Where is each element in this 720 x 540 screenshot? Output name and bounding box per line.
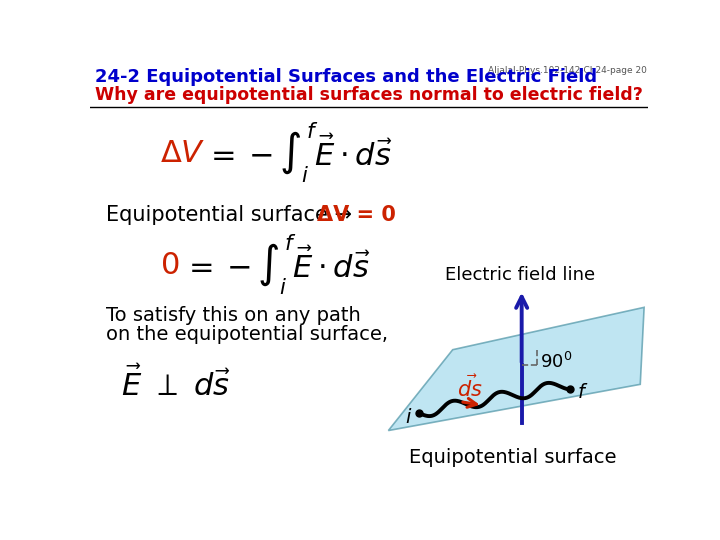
Text: Equipotential surface →: Equipotential surface → xyxy=(106,205,351,225)
Text: Electric field line: Electric field line xyxy=(445,266,595,284)
Text: $= -\int_i^f \vec{E} \cdot d\vec{s}$: $= -\int_i^f \vec{E} \cdot d\vec{s}$ xyxy=(204,122,392,185)
Text: i: i xyxy=(405,408,411,427)
Text: ΔV = 0: ΔV = 0 xyxy=(317,205,396,225)
Text: on the equipotential surface,: on the equipotential surface, xyxy=(106,325,387,344)
Text: 24-2 Equipotential Surfaces and the Electric Field: 24-2 Equipotential Surfaces and the Elec… xyxy=(94,68,597,86)
Text: $\Delta V$: $\Delta V$ xyxy=(160,139,205,168)
Text: 90$^0$: 90$^0$ xyxy=(540,352,572,372)
Text: Why are equipotential surfaces normal to electric field?: Why are equipotential surfaces normal to… xyxy=(94,86,642,104)
Text: $0$: $0$ xyxy=(160,251,179,280)
Text: $\vec{ds}$: $\vec{ds}$ xyxy=(457,375,482,401)
Text: Equipotential surface: Equipotential surface xyxy=(409,448,616,467)
Text: $\vec{E}\ \perp\ d\vec{s}$: $\vec{E}\ \perp\ d\vec{s}$ xyxy=(121,366,231,402)
Text: To satisfy this on any path: To satisfy this on any path xyxy=(106,306,360,325)
Polygon shape xyxy=(388,307,644,430)
Text: Aljalal-Phys.102-142-Ch24-page 20: Aljalal-Phys.102-142-Ch24-page 20 xyxy=(487,66,647,76)
Text: f: f xyxy=(577,383,585,402)
Text: $= -\int_i^f \vec{E} \cdot d\vec{s}$: $= -\int_i^f \vec{E} \cdot d\vec{s}$ xyxy=(183,233,371,297)
